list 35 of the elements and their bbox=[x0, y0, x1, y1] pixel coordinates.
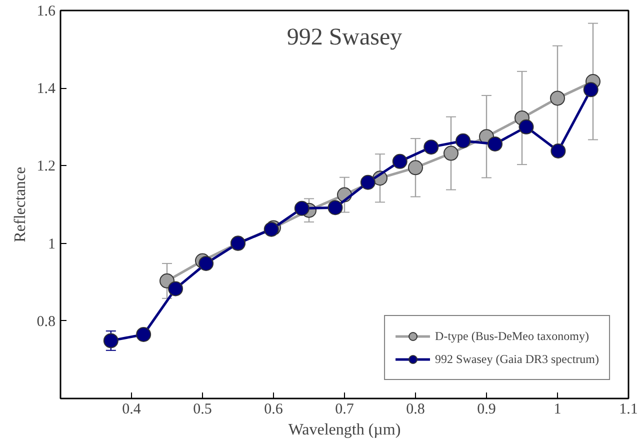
x-tick-label: 0.6 bbox=[264, 402, 284, 418]
x-axis-title: Wavelength (µm) bbox=[288, 422, 401, 438]
y-tick-label: 1.6 bbox=[36, 4, 56, 20]
point bbox=[424, 140, 439, 155]
point bbox=[198, 256, 214, 271]
point bbox=[583, 82, 598, 98]
point bbox=[392, 154, 408, 169]
point bbox=[360, 174, 376, 190]
point bbox=[294, 200, 310, 216]
y-tick-label: 1.4 bbox=[36, 81, 56, 98]
point bbox=[488, 136, 503, 152]
point bbox=[550, 90, 565, 106]
x-tick-label: 1.1 bbox=[619, 402, 638, 418]
y-tick-label: 1.2 bbox=[36, 158, 56, 175]
point bbox=[408, 160, 423, 176]
x-tick-label: 0.8 bbox=[406, 402, 425, 418]
y-axis-title: Reflectance bbox=[12, 166, 29, 242]
y-tick-label: 1 bbox=[48, 236, 56, 252]
x-tick-label: 0.7 bbox=[335, 402, 354, 418]
x-tick-label: 0.5 bbox=[193, 402, 212, 418]
y-tick-label: 0.8 bbox=[36, 314, 56, 330]
point bbox=[444, 146, 458, 161]
point bbox=[168, 281, 184, 296]
point bbox=[328, 200, 343, 216]
point bbox=[103, 333, 118, 348]
x-tick-label: 0.9 bbox=[477, 402, 496, 418]
x-tick-label: 0.4 bbox=[122, 402, 142, 418]
text: 992 Swasey bbox=[286, 24, 402, 50]
legend-label: 992 Swasey (Gaia DR3 spectrum) bbox=[435, 352, 599, 366]
x-tick-label: 1 bbox=[554, 402, 562, 418]
point bbox=[136, 326, 152, 342]
point bbox=[550, 143, 566, 158]
point bbox=[456, 133, 471, 148]
legend-label: D-type (Bus-DeMeo taxonomy) bbox=[435, 328, 589, 344]
point bbox=[518, 119, 534, 134]
